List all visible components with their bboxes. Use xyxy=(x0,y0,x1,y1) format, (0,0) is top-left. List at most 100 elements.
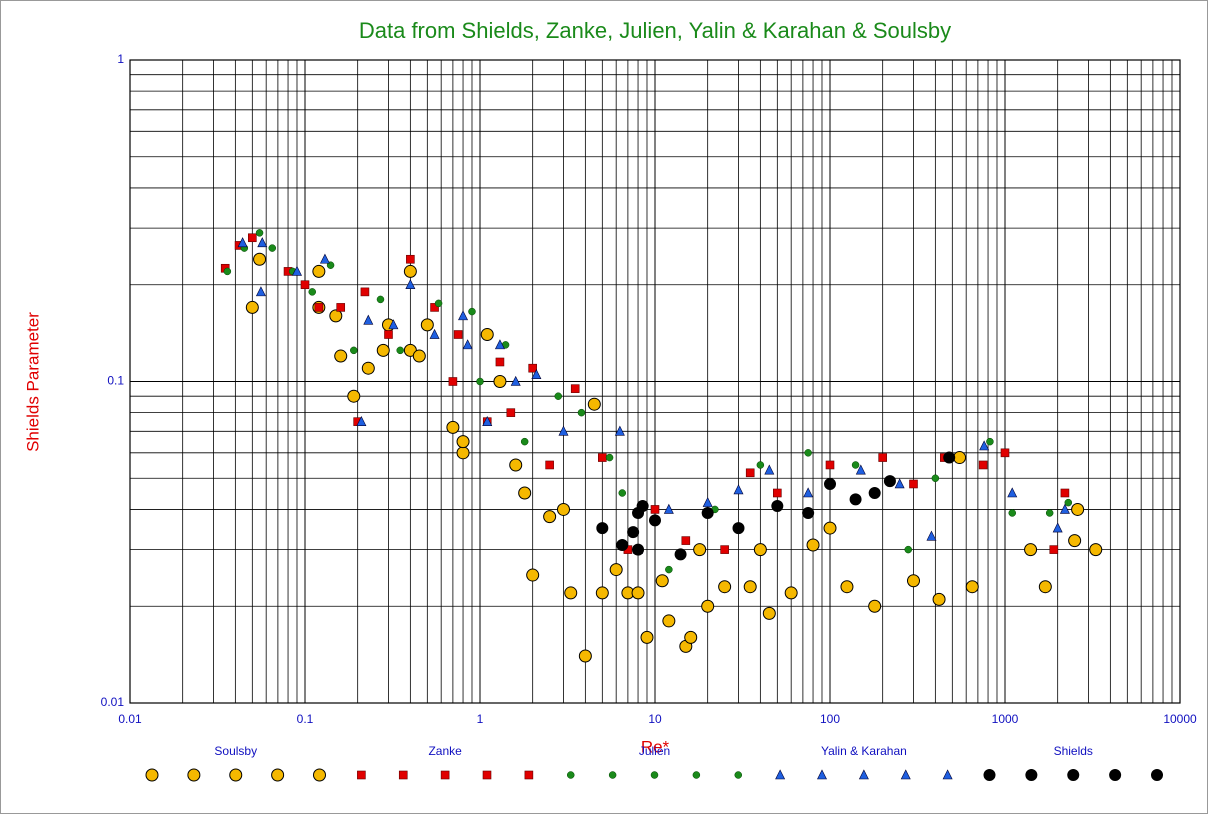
point xyxy=(434,299,443,308)
point xyxy=(245,300,259,314)
point xyxy=(764,464,775,475)
point xyxy=(681,536,691,545)
point xyxy=(804,449,812,457)
y-tick-label: 1 xyxy=(117,52,124,66)
point xyxy=(596,522,609,535)
legend-marker xyxy=(145,768,159,782)
point xyxy=(543,510,557,524)
point xyxy=(360,287,370,297)
point xyxy=(823,521,837,535)
legend-marker xyxy=(858,769,869,780)
point xyxy=(756,461,765,469)
point xyxy=(932,592,946,606)
point xyxy=(733,484,744,495)
point xyxy=(329,309,343,323)
point xyxy=(806,538,820,552)
point xyxy=(350,346,358,355)
point xyxy=(248,233,257,243)
point xyxy=(1024,543,1038,557)
point xyxy=(257,237,268,248)
point xyxy=(1052,522,1063,533)
legend-marker xyxy=(271,768,285,782)
point xyxy=(718,580,732,594)
point xyxy=(476,377,484,386)
point xyxy=(509,458,523,472)
point xyxy=(1049,545,1059,554)
legend-label: Zanke xyxy=(428,744,462,758)
point xyxy=(878,453,887,462)
point xyxy=(430,303,439,312)
point xyxy=(347,389,361,403)
legend-marker xyxy=(1067,769,1080,781)
point xyxy=(965,580,979,594)
point xyxy=(868,599,882,613)
point xyxy=(684,630,698,644)
legend-marker xyxy=(1109,769,1122,781)
legend-marker xyxy=(187,768,201,782)
legend-marker xyxy=(229,768,243,782)
point xyxy=(520,437,529,446)
point xyxy=(554,392,563,400)
legend-marker xyxy=(482,770,492,780)
point xyxy=(771,499,784,512)
point xyxy=(632,543,645,556)
point xyxy=(931,474,940,483)
point xyxy=(314,303,324,312)
point xyxy=(674,548,687,561)
legend-marker xyxy=(775,769,786,780)
point xyxy=(979,440,990,451)
point xyxy=(223,267,232,276)
point xyxy=(531,369,542,379)
x-tick-label: 0.1 xyxy=(297,712,314,726)
point xyxy=(701,599,715,613)
point xyxy=(300,280,310,290)
legend-marker xyxy=(983,769,996,781)
point xyxy=(237,237,248,248)
point xyxy=(868,486,881,499)
x-axis-label: Re* xyxy=(641,737,670,756)
legend-marker xyxy=(1151,769,1163,781)
point xyxy=(663,503,674,514)
legend-marker xyxy=(567,771,575,779)
point xyxy=(253,252,267,266)
point xyxy=(312,264,326,278)
legend-marker xyxy=(734,771,742,779)
point xyxy=(609,563,623,577)
point xyxy=(292,265,302,276)
point xyxy=(616,539,629,552)
legend-marker xyxy=(1025,769,1038,781)
point xyxy=(587,397,601,411)
point xyxy=(883,475,896,488)
x-tick-label: 100 xyxy=(820,712,840,726)
point xyxy=(720,545,729,554)
point xyxy=(456,446,470,460)
legend-label: Julien xyxy=(639,744,670,758)
point xyxy=(665,565,673,574)
legend-marker xyxy=(357,770,366,780)
legend-marker xyxy=(817,769,827,780)
point xyxy=(636,499,649,512)
point xyxy=(376,343,390,357)
point xyxy=(745,468,755,478)
point xyxy=(384,330,393,339)
point xyxy=(627,526,640,539)
point xyxy=(376,295,385,304)
point xyxy=(605,453,614,462)
point xyxy=(851,461,860,469)
point xyxy=(904,545,913,554)
point xyxy=(762,606,776,620)
point xyxy=(693,543,707,557)
point xyxy=(495,357,505,367)
point xyxy=(1008,509,1016,517)
point xyxy=(1038,580,1052,594)
legend-label: Soulsby xyxy=(214,744,257,758)
point xyxy=(855,464,866,475)
point xyxy=(510,375,521,386)
point xyxy=(319,253,330,264)
legend-marker xyxy=(900,769,911,780)
point xyxy=(468,307,476,316)
point xyxy=(446,420,460,434)
x-tick-label: 1000 xyxy=(992,712,1019,726)
point xyxy=(361,361,375,375)
